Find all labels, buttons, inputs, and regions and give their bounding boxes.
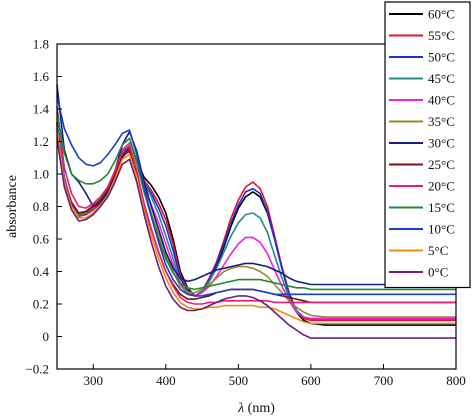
y-tick-label: 0.2 bbox=[33, 297, 49, 312]
legend-label-7: 25°C bbox=[428, 157, 455, 172]
x-tick-label: 500 bbox=[229, 373, 249, 388]
legend-label-5: 35°C bbox=[428, 114, 455, 129]
legend-label-8: 20°C bbox=[428, 179, 455, 194]
y-axis: −0.2 0 0.2 0.4 0.6 0.8 1.0 1.2 1.4 1.6 1.8 bbox=[25, 37, 62, 377]
y-tick-label: 0.6 bbox=[33, 232, 50, 247]
legend-label-3: 45°C bbox=[428, 71, 455, 86]
x-axis-label-unit: (nm) bbox=[244, 401, 275, 416]
x-axis: 300 400 500 600 700 800 bbox=[84, 364, 466, 388]
y-axis-label: absorbance bbox=[5, 175, 20, 238]
y-tick-label: 1.0 bbox=[33, 167, 49, 182]
series-line-10 bbox=[56, 95, 456, 297]
x-axis-label: λ (nm) bbox=[237, 401, 275, 416]
series-line-7 bbox=[56, 134, 456, 304]
legend-label-2: 50°C bbox=[428, 50, 455, 65]
x-tick-label: 800 bbox=[446, 373, 466, 388]
legend-box bbox=[384, 1, 471, 289]
legend-label-10: 10°C bbox=[428, 222, 455, 237]
y-tick-label: 0 bbox=[43, 329, 50, 344]
x-axis-label-symbol: λ bbox=[237, 401, 244, 416]
series-line-12 bbox=[56, 138, 456, 339]
y-tick-label: 1.2 bbox=[33, 134, 49, 149]
legend-label-12: 0°C bbox=[428, 265, 448, 280]
x-tick-label: 700 bbox=[374, 373, 394, 388]
legend-label-1: 55°C bbox=[428, 28, 455, 43]
legend-label-9: 15°C bbox=[428, 200, 455, 215]
series-line-9 bbox=[56, 112, 456, 291]
y-tick-label: 1.8 bbox=[33, 37, 49, 52]
y-tick-label: 1.4 bbox=[33, 102, 50, 117]
x-tick-label: 300 bbox=[84, 373, 104, 388]
legend-label-6: 30°C bbox=[428, 136, 455, 151]
x-tick-label: 600 bbox=[301, 373, 321, 388]
y-tick-label: −0.2 bbox=[25, 362, 49, 377]
series-line-5 bbox=[56, 129, 456, 318]
legend-label-11: 5°C bbox=[428, 243, 448, 258]
legend-label-0: 60°C bbox=[428, 7, 455, 22]
y-tick-label: 0.8 bbox=[33, 199, 49, 214]
legend: 60°C 55°C 50°C 45°C 40°C 35°C 30°C 25°C 20°C 15°C… bbox=[384, 1, 471, 289]
y-tick-label: 1.6 bbox=[33, 69, 50, 84]
series-line-8 bbox=[56, 105, 456, 305]
legend-label-4: 40°C bbox=[428, 93, 455, 108]
series-lines bbox=[56, 84, 456, 339]
x-tick-label: 400 bbox=[156, 373, 176, 388]
y-tick-label: 0.4 bbox=[33, 264, 50, 279]
